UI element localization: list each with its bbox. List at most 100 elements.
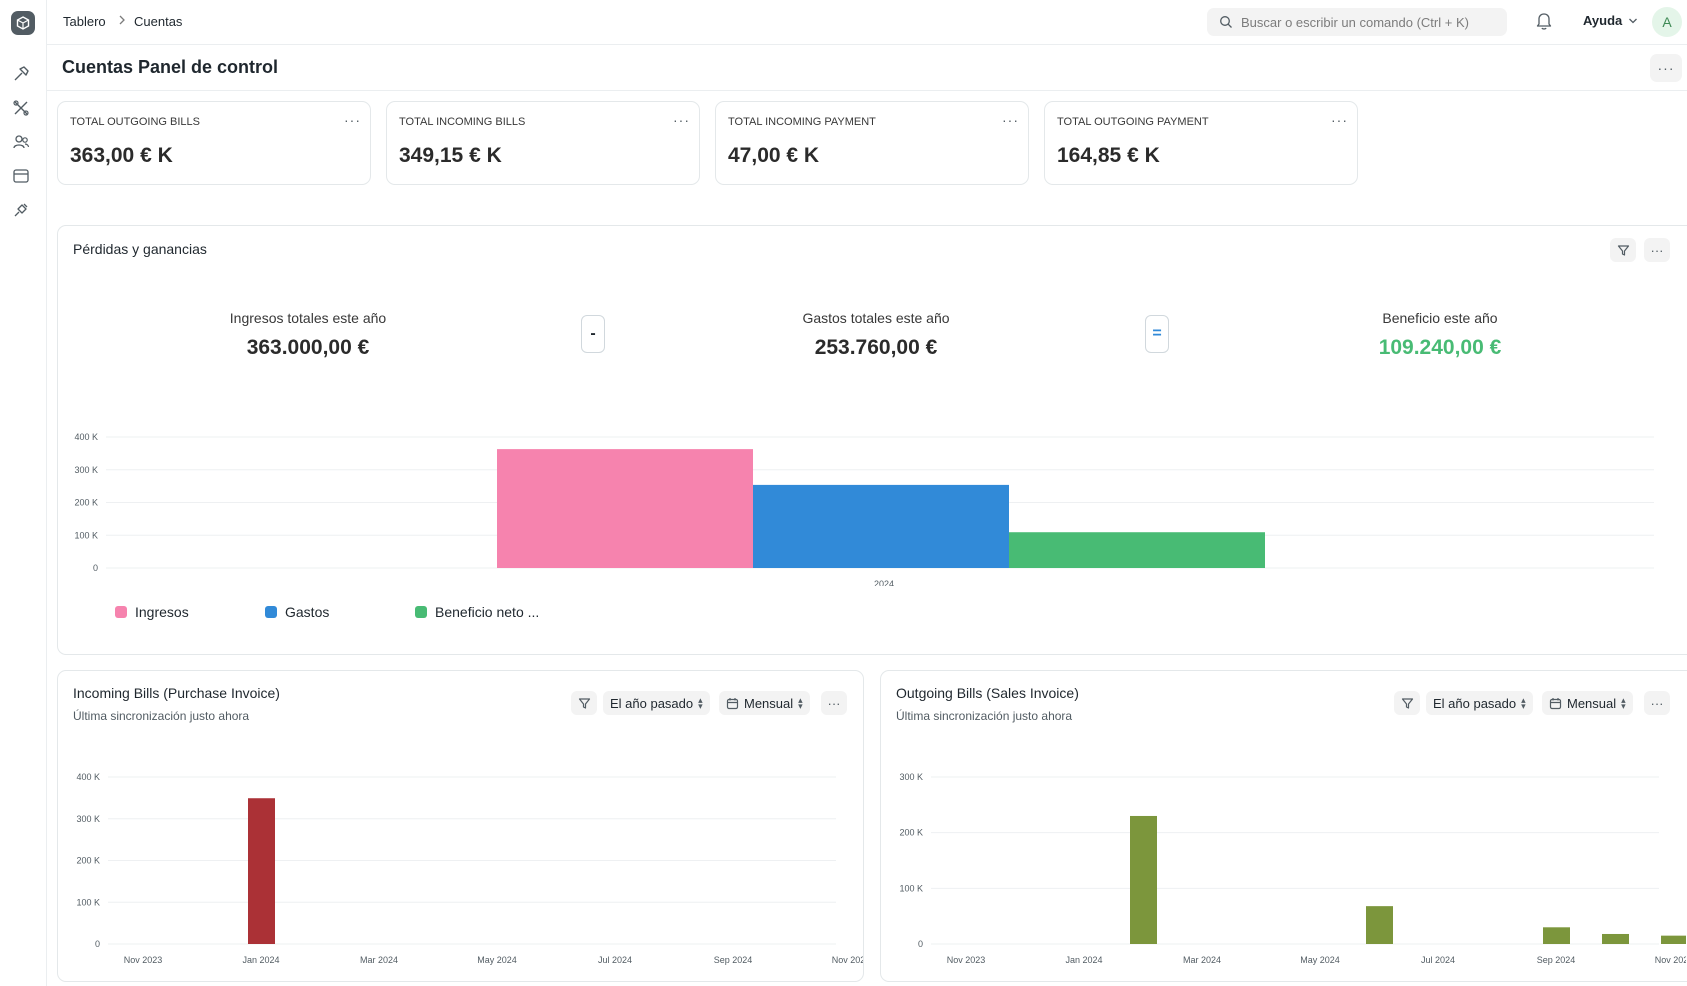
y-tick-label: 100 K (74, 530, 98, 540)
period-select[interactable]: El año pasado ▴ ▾ (603, 691, 710, 715)
y-tick-label: 300 K (899, 772, 923, 782)
card-menu-icon[interactable]: ··· (1331, 112, 1348, 128)
help-label: Ayuda (1583, 13, 1623, 28)
bar-beneficio-neto- (1009, 532, 1265, 568)
x-tick-label: Nov 2024 (1655, 955, 1686, 965)
y-tick-label: 300 K (74, 465, 98, 475)
outgoing-bills-panel: Outgoing Bills (Sales Invoice) Última si… (880, 670, 1687, 982)
x-tick-label: Nov 2023 (947, 955, 986, 965)
window-icon[interactable] (10, 165, 32, 187)
panel-title: Outgoing Bills (Sales Invoice) (896, 685, 1079, 701)
select-arrows-icon: ▴ ▾ (698, 695, 703, 711)
profit-loss-chart: 0 100 K 200 K 300 K 400 K 2024 (74, 432, 1654, 586)
interval-value: Mensual (744, 695, 794, 711)
breadcrumb-cuentas[interactable]: Cuentas (134, 14, 183, 29)
plug-icon[interactable] (10, 199, 32, 221)
card-value: 349,15 € K (399, 144, 502, 167)
y-tick-label: 200 K (76, 856, 100, 866)
card-label: TOTAL INCOMING PAYMENT (728, 116, 876, 128)
incoming-bills-chart: 0 100 K 200 K 300 K 400 K Nov 2023 Jan 2024 Mar… (76, 772, 863, 965)
avatar[interactable]: A (1652, 7, 1682, 37)
chevron-right-icon (117, 13, 127, 30)
card-label: TOTAL OUTGOING PAYMENT (1057, 116, 1209, 128)
page-menu-button[interactable]: ··· (1650, 54, 1682, 82)
card-total-outgoing-payment[interactable]: TOTAL OUTGOING PAYMENT 164,85 € K ··· (1044, 101, 1358, 185)
period-value: El año pasado (1433, 695, 1517, 711)
y-tick-label: 400 K (74, 432, 98, 442)
y-tick-label: 100 K (76, 897, 100, 907)
card-value: 363,00 € K (70, 144, 173, 167)
app-logo-icon[interactable] (11, 11, 35, 35)
legend-swatch (265, 606, 277, 618)
select-arrows-icon: ▴ ▾ (798, 695, 803, 711)
period-value: El año pasado (610, 695, 694, 711)
interval-select[interactable]: Mensual ▴ ▾ (719, 691, 810, 715)
legend-swatch (115, 606, 127, 618)
period-select[interactable]: El año pasado ▴ ▾ (1426, 691, 1533, 715)
y-tick-label: 200 K (899, 828, 923, 838)
search-input[interactable]: Buscar o escribir un comando (Ctrl + K) (1207, 8, 1507, 36)
y-tick-label: 200 K (74, 498, 98, 508)
x-tick-label: 2024 (874, 579, 894, 586)
card-menu-icon[interactable]: ··· (673, 112, 690, 128)
select-arrows-icon: ▴ ▾ (1521, 695, 1526, 711)
legend-item-ingresos[interactable]: Ingresos (115, 604, 189, 620)
bar-oct-2024 (1602, 933, 1629, 944)
legend-item-gastos[interactable]: Gastos (265, 604, 329, 620)
filter-button[interactable] (1394, 691, 1420, 715)
bar-ingresos (497, 449, 753, 568)
minus-operator: - (581, 315, 605, 353)
page-title: Cuentas Panel de control (62, 57, 279, 77)
y-tick-label: 0 (918, 939, 923, 949)
x-tick-label: Jul 2024 (1421, 955, 1455, 965)
x-tick-label: Jan 2024 (242, 955, 279, 965)
profit-label: Beneficio este año (1382, 310, 1498, 326)
card-label: TOTAL INCOMING BILLS (399, 116, 526, 128)
card-menu-icon[interactable]: ··· (1002, 112, 1019, 128)
x-tick-label: Mar 2024 (1183, 955, 1221, 965)
income-value: 363.000,00 € (246, 336, 370, 359)
incoming-bills-panel: Incoming Bills (Purchase Invoice) Última… (57, 670, 864, 982)
y-tick-label: 0 (93, 563, 98, 573)
expense-value: 253.760,00 € (814, 336, 938, 359)
x-tick-label: Sep 2024 (714, 955, 753, 965)
income-label: Ingresos totales este año (229, 310, 387, 326)
legend-item-beneficio[interactable]: Beneficio neto ... (415, 604, 539, 620)
filter-icon (1617, 244, 1629, 256)
panel-title: Incoming Bills (Purchase Invoice) (73, 685, 280, 701)
panel-subtitle: Última sincronización justo ahora (896, 709, 1073, 723)
card-total-incoming-payment[interactable]: TOTAL INCOMING PAYMENT 47,00 € K ··· (715, 101, 1029, 185)
interval-select[interactable]: Mensual ▴ ▾ (1542, 691, 1633, 715)
y-tick-label: 400 K (76, 772, 100, 782)
panel-menu-button[interactable]: ··· (1644, 238, 1670, 262)
interval-value: Mensual (1567, 695, 1617, 711)
hammer-icon[interactable] (10, 63, 32, 85)
card-value: 47,00 € K (728, 144, 820, 167)
profit-value: 109.240,00 € (1378, 336, 1502, 359)
bar-nov-2024 (1661, 935, 1686, 944)
x-tick-label: Nov 2023 (124, 955, 163, 965)
x-tick-label: Jan 2024 (1065, 955, 1102, 965)
card-value: 164,85 € K (1057, 144, 1160, 167)
card-total-incoming-bills[interactable]: TOTAL INCOMING BILLS 349,15 € K ··· (386, 101, 700, 185)
x-tick-label: Nov 2024 (832, 955, 863, 965)
filter-button[interactable] (571, 691, 597, 715)
search-icon (1220, 16, 1232, 28)
filter-button[interactable] (1610, 238, 1636, 262)
panel-menu-button[interactable]: ··· (1644, 691, 1670, 715)
profit-loss-panel: Pérdidas y ganancias ··· Ingresos totale… (57, 225, 1687, 655)
page-header: Cuentas Panel de control ··· (47, 45, 1687, 91)
users-icon[interactable] (10, 131, 32, 153)
x-tick-label: May 2024 (1300, 955, 1340, 965)
legend-label: Gastos (285, 604, 330, 620)
select-arrows-icon: ▴ ▾ (1621, 695, 1626, 711)
card-menu-icon[interactable]: ··· (344, 112, 361, 128)
card-total-outgoing-bills[interactable]: TOTAL OUTGOING BILLS 363,00 € K ··· (57, 101, 371, 185)
tools-icon[interactable] (10, 97, 32, 119)
y-tick-label: 100 K (899, 883, 923, 893)
bell-icon[interactable] (1535, 11, 1553, 36)
legend-label: Beneficio neto ... (435, 604, 540, 620)
breadcrumb-tablero[interactable]: Tablero (63, 14, 106, 29)
panel-menu-button[interactable]: ··· (821, 691, 847, 715)
help-dropdown[interactable]: Ayuda (1583, 13, 1638, 28)
